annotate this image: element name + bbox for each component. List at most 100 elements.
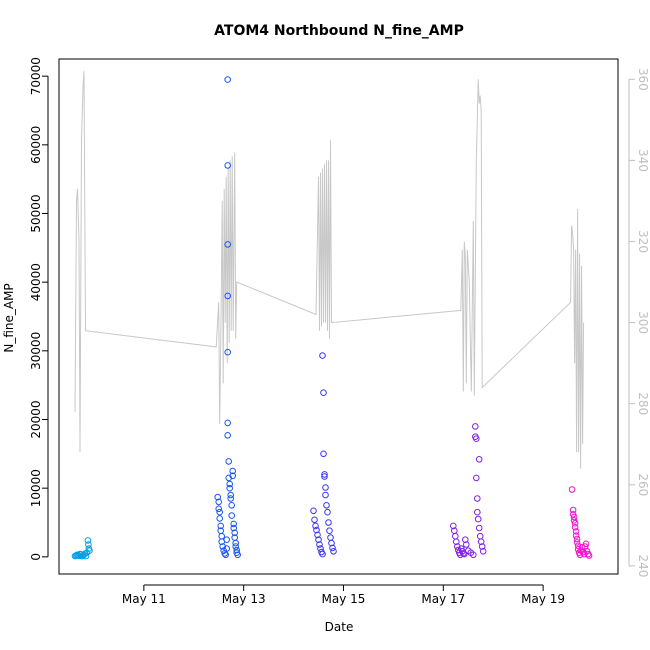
data-point [215,498,222,506]
data-point [232,539,239,547]
data-point [474,508,481,516]
data-point [457,551,464,559]
data-point [314,531,321,539]
x-axis-label: Date [325,620,354,634]
y2-tick-label: 320 [636,230,650,253]
plot-frame [58,58,619,575]
data-point [463,541,470,548]
y2-tick-label: 360 [636,68,650,91]
data-point [224,348,231,356]
y-tick-label: 20000 [29,400,43,438]
y-tick-label: 50000 [29,194,43,232]
data-point [475,456,483,463]
data-point [311,516,318,524]
data-point [229,472,236,480]
data-point [233,546,240,554]
data-point [320,450,327,458]
data-point [312,522,319,530]
data-point [316,541,323,548]
x-axis: May 11 May 13 May 15 May 17 May 19 [122,584,565,606]
data-point [328,539,335,547]
data-point [229,467,236,475]
data-point [223,545,230,552]
y2-tick-label: 340 [636,149,650,172]
data-point [478,543,486,550]
data-point [217,522,224,530]
data-point [223,536,230,544]
data-point [224,162,231,169]
data-point [474,495,481,502]
data-point [228,502,235,509]
data-point [462,536,469,544]
data-point [322,484,329,491]
data-point [224,419,231,427]
data-point [216,508,223,516]
data-point [327,534,334,541]
data-point [330,548,337,555]
y-tick-label: 60000 [29,126,43,164]
data-point [319,550,326,558]
data-point [472,423,479,430]
data-point [326,527,333,535]
data-point [569,506,577,514]
data-point [230,520,237,528]
data-point [479,548,487,555]
data-point [585,552,593,559]
data-point [222,551,229,559]
data-point [226,480,233,488]
y-tick-label: 10000 [29,469,43,507]
y2-tick-label: 260 [636,473,650,496]
data-point [578,543,586,551]
data-point [315,536,322,544]
data-point [86,547,93,555]
data-point [227,495,234,502]
y-axis: 0 10000 20000 30000 40000 50000 60000 70000 [29,57,49,561]
data-point [574,542,582,550]
chart-title: ATOM4 Northbound N_fine_AMP [214,23,464,39]
data-point [226,484,233,492]
data-point [572,532,580,539]
y-tick-label: 40000 [29,263,43,301]
y2-tick-label: 240 [636,554,650,577]
x-tick-label: May 17 [421,592,465,606]
data-point [475,524,483,532]
data-point [476,532,484,540]
secondary-series-line [74,71,585,469]
data-point [310,507,317,515]
data-point [230,524,237,532]
data-point [477,538,485,546]
data-point [571,519,579,527]
data-point [582,540,590,548]
data-point [570,517,578,524]
x-tick-label: May 19 [521,592,565,606]
data-point [85,541,92,548]
data-point [232,543,239,550]
data-point [216,515,223,522]
data-point [224,432,231,439]
points-layer [71,76,593,560]
y2-tick-label: 280 [636,392,650,415]
data-point [321,471,328,478]
data-point [224,241,231,248]
x-tick-label: May 13 [222,592,266,606]
y2-axis: 240 260 280 300 320 340 360 [628,68,650,577]
data-point [320,389,327,397]
y2-tick-label: 300 [636,311,650,334]
data-point [461,550,468,558]
x-tick-label: May 15 [322,592,366,606]
data-point [325,519,332,526]
data-point [313,526,320,534]
data-point [568,486,576,493]
data-point [322,491,329,499]
data-point [572,528,580,535]
data-point [460,550,467,557]
data-point [227,491,234,499]
data-point [571,524,579,531]
data-point [584,550,592,558]
data-point [231,529,238,537]
data-point [324,508,331,516]
secondary-line-layer [74,71,585,469]
data-point [473,474,480,482]
data-point [570,513,578,521]
